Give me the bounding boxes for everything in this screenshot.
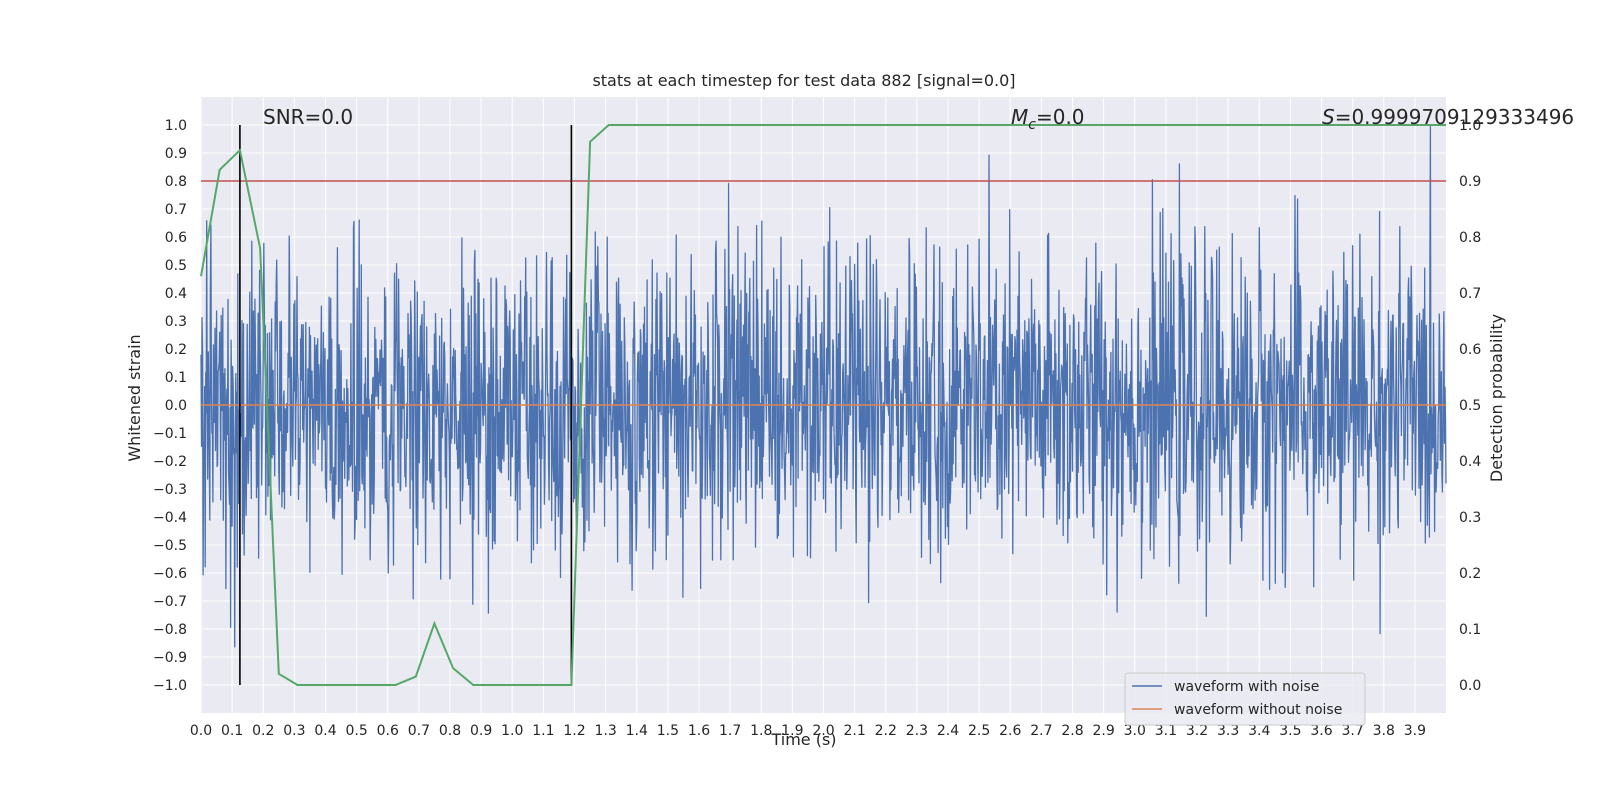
series-detection-probability bbox=[200, 124, 1446, 686]
y-tick-label: −0.3 bbox=[153, 482, 187, 498]
y-right-tick-label: 0.4 bbox=[1459, 454, 1481, 470]
y-right-tick-label: 0.8 bbox=[1459, 230, 1481, 246]
x-tick-label: 0.5 bbox=[345, 723, 367, 739]
y-tick-label: 0.0 bbox=[165, 398, 187, 414]
y-tick-label: −0.8 bbox=[153, 622, 187, 638]
chirp-mass-annotation: Mc=0.0 bbox=[1011, 105, 1085, 133]
y-tick-label: 0.6 bbox=[165, 230, 187, 246]
x-tick-label: 0.8 bbox=[439, 723, 461, 739]
y-right-tick-label: 0.2 bbox=[1459, 566, 1481, 582]
y-tick-label: 0.8 bbox=[165, 174, 187, 190]
score-annotation: S=0.9999709129333496 bbox=[1322, 105, 1574, 129]
x-tick-label: 0.6 bbox=[377, 723, 399, 739]
x-tick-label: 3.3 bbox=[1217, 723, 1239, 739]
legend: waveform with noise waveform without noi… bbox=[1124, 672, 1366, 726]
y-right-tick-label: 0.7 bbox=[1459, 286, 1481, 302]
x-tick-label: 2.0 bbox=[812, 723, 834, 739]
x-tick-label: 2.8 bbox=[1061, 723, 1083, 739]
y-tick-label: 1.0 bbox=[165, 118, 187, 134]
y-right-tick-label: 1.0 bbox=[1459, 118, 1481, 134]
x-tick-label: 3.1 bbox=[1155, 723, 1177, 739]
y-tick-label: −0.4 bbox=[153, 510, 187, 526]
y-right-tick-label: 0.9 bbox=[1459, 174, 1481, 190]
x-tick-label: 2.4 bbox=[937, 723, 959, 739]
x-tick-label: 0.9 bbox=[470, 723, 492, 739]
x-tick-label: 1.8 bbox=[750, 723, 772, 739]
y-right-tick-labels: 1.0 0.9 0.8 0.7 0.6 0.5 0.4 0.3 0.2 0.1 0.0 bbox=[1459, 118, 1481, 694]
x-tick-label: 2.5 bbox=[968, 723, 990, 739]
y-right-tick-label: 0.5 bbox=[1459, 398, 1481, 414]
x-tick-labels: 0.0 0.1 0.2 0.3 0.4 0.5 0.6 0.7 0.8 0.9 1.0 1.1 1.2 1… bbox=[190, 723, 1426, 739]
x-tick-label: 1.4 bbox=[626, 723, 648, 739]
x-axis-label: Time (s) bbox=[770, 730, 836, 749]
x-tick-label: 1.2 bbox=[563, 723, 585, 739]
y-tick-label: 0.5 bbox=[165, 258, 187, 274]
x-tick-label: 1.1 bbox=[532, 723, 554, 739]
y-tick-label: −1.0 bbox=[153, 678, 187, 694]
x-tick-label: 2.6 bbox=[999, 723, 1021, 739]
x-tick-label: 0.3 bbox=[283, 723, 305, 739]
y-right-tick-label: 0.1 bbox=[1459, 622, 1481, 638]
y-tick-label: −0.6 bbox=[153, 566, 187, 582]
y-tick-label: 0.7 bbox=[165, 202, 187, 218]
y-tick-label: 0.3 bbox=[165, 314, 187, 330]
x-tick-label: 2.9 bbox=[1092, 723, 1114, 739]
chart-title: stats at each timestep for test data 882… bbox=[592, 71, 1015, 90]
y-tick-label: −0.2 bbox=[153, 454, 187, 470]
x-tick-label: 0.0 bbox=[190, 723, 212, 739]
y-right-tick-label: 0.0 bbox=[1459, 678, 1481, 694]
x-tick-label: 3.5 bbox=[1279, 723, 1301, 739]
x-tick-label: 0.7 bbox=[408, 723, 430, 739]
series-waveform-with-noise bbox=[200, 124, 1447, 648]
y-tick-label: −0.1 bbox=[153, 426, 187, 442]
x-tick-label: 3.2 bbox=[1186, 723, 1208, 739]
x-tick-label: 0.4 bbox=[314, 723, 336, 739]
marker-lines bbox=[239, 125, 573, 685]
x-tick-label: 2.1 bbox=[843, 723, 865, 739]
x-tick-label: 2.3 bbox=[906, 723, 928, 739]
y-tick-label: 0.1 bbox=[165, 370, 187, 386]
x-tick-label: 2.7 bbox=[1030, 723, 1052, 739]
y-tick-label: −0.5 bbox=[153, 538, 187, 554]
y-right-axis-label: Detection probability bbox=[1487, 314, 1506, 482]
x-tick-label: 1.5 bbox=[657, 723, 679, 739]
x-tick-label: 3.7 bbox=[1341, 723, 1363, 739]
x-tick-label: 1.6 bbox=[688, 723, 710, 739]
y-axis-label: Whitened strain bbox=[125, 334, 144, 461]
x-tick-label: 3.4 bbox=[1248, 723, 1270, 739]
x-tick-label: 0.2 bbox=[252, 723, 274, 739]
y-right-tick-label: 0.6 bbox=[1459, 342, 1481, 358]
legend-label-clean: waveform without noise bbox=[1174, 702, 1342, 718]
x-tick-label: 3.8 bbox=[1373, 723, 1395, 739]
y-tick-label: 0.4 bbox=[165, 286, 187, 302]
y-right-tick-label: 0.3 bbox=[1459, 510, 1481, 526]
y-tick-label: −0.9 bbox=[153, 650, 187, 666]
x-tick-label: 1.7 bbox=[719, 723, 741, 739]
y-tick-labels: 1.0 0.9 0.8 0.7 0.6 0.5 0.4 0.3 0.2 0.1 0.0 −0.1 −0.… bbox=[153, 118, 187, 694]
x-tick-label: 3.9 bbox=[1404, 723, 1426, 739]
legend-label-noise: waveform with noise bbox=[1174, 679, 1319, 695]
x-tick-label: 2.2 bbox=[875, 723, 897, 739]
x-tick-label: 1.9 bbox=[781, 723, 803, 739]
noise-trace bbox=[200, 124, 1447, 648]
x-tick-label: 3.0 bbox=[1124, 723, 1146, 739]
y-tick-label: 0.2 bbox=[165, 342, 187, 358]
snr-annotation: SNR=0.0 bbox=[263, 105, 353, 129]
y-tick-label: −0.7 bbox=[153, 594, 187, 610]
y-tick-label: 0.9 bbox=[165, 146, 187, 162]
x-tick-label: 3.6 bbox=[1310, 723, 1332, 739]
x-tick-label: 1.0 bbox=[501, 723, 523, 739]
x-tick-label: 0.1 bbox=[221, 723, 243, 739]
x-tick-label: 1.3 bbox=[594, 723, 616, 739]
